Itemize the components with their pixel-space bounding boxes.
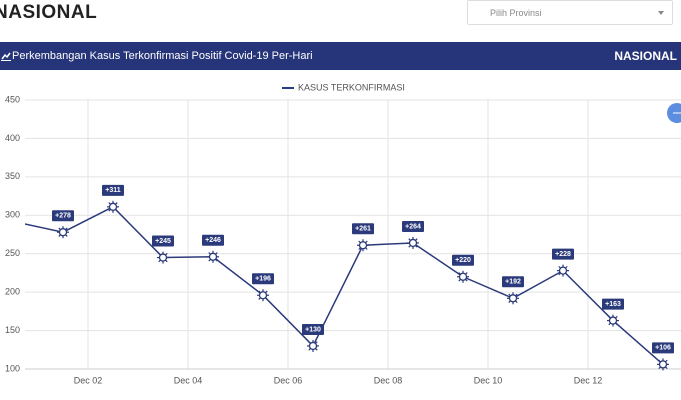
point-marker	[107, 200, 119, 213]
page-title: NASIONAL	[0, 2, 98, 23]
value-label-box	[552, 248, 574, 260]
panel-header: Perkembangan Kasus Terkonfirmasi Positif…	[0, 42, 681, 70]
y-tick-label: 400	[5, 133, 20, 143]
x-tick-label: Dec 12	[574, 375, 603, 385]
value-label: +192	[505, 279, 521, 286]
point-marker	[407, 236, 419, 249]
marker-core	[208, 252, 218, 261]
marker-core	[458, 272, 468, 281]
marker-spike	[9, 221, 13, 225]
marker-core	[158, 253, 168, 262]
y-tick-label: 350	[5, 171, 20, 181]
value-label: +130	[305, 326, 321, 333]
point-marker	[57, 226, 69, 239]
x-tick-label: Dec 08	[374, 375, 403, 385]
value-label-box	[252, 273, 274, 285]
marker-core	[308, 341, 318, 351]
chart-icon	[1, 52, 11, 61]
value-label: +278	[55, 213, 71, 220]
y-tick-label: 150	[5, 325, 20, 335]
x-tick-label: Dec 04	[174, 375, 203, 385]
point-marker	[607, 314, 619, 327]
y-tick-label: 300	[5, 210, 20, 220]
marker-core	[258, 291, 268, 300]
marker-spike	[13, 221, 17, 225]
legend-label: KASUS TERKONFIRMASI	[298, 82, 405, 92]
value-label: +106	[655, 345, 671, 352]
value-label-box	[52, 210, 74, 222]
value-label: +196	[255, 276, 271, 283]
value-label-box	[652, 342, 674, 354]
point-marker	[157, 251, 169, 264]
value-label: +228	[555, 251, 571, 258]
marker-core	[608, 316, 618, 325]
plot-area: +278 +311 +245 +246 +196 +130 +261 +264 +220 +192…	[9, 184, 674, 371]
point-marker	[507, 292, 519, 305]
line	[25, 205, 664, 365]
marker-core	[658, 360, 668, 369]
value-label: +163	[605, 301, 621, 308]
marker-core	[558, 266, 568, 275]
value-label: +264	[405, 223, 421, 230]
point-marker	[357, 239, 369, 252]
marker-core	[408, 238, 418, 248]
value-label-box	[402, 220, 424, 232]
value-label-box	[302, 323, 324, 335]
value-label: +246	[205, 237, 221, 244]
value-label: +261	[355, 226, 371, 233]
marker-core	[358, 241, 368, 250]
point-marker	[657, 358, 669, 371]
value-label-box	[602, 298, 624, 310]
x-tick-label: Dec 06	[274, 375, 303, 385]
y-tick-label: 100	[5, 363, 20, 373]
value-label-box	[502, 276, 524, 288]
value-label: +220	[455, 257, 471, 264]
point-marker	[457, 270, 469, 283]
marker-core	[58, 228, 68, 237]
panel-region: NASIONAL	[614, 49, 677, 63]
point-marker	[307, 339, 319, 352]
x-tick-label: Dec 10	[474, 375, 503, 385]
value-label-box	[352, 223, 374, 235]
marker-core	[508, 294, 518, 303]
value-label-box	[452, 254, 474, 266]
y-tick-label: 250	[5, 248, 20, 258]
value-label: +311	[105, 187, 120, 194]
point-marker	[257, 289, 269, 302]
value-label: +245	[155, 238, 171, 245]
point-marker	[207, 250, 219, 263]
value-label-box	[102, 184, 124, 196]
point-marker	[557, 264, 569, 277]
value-label-box	[202, 234, 224, 246]
panel-title: Perkembangan Kasus Terkonfirmasi Positif…	[12, 50, 313, 62]
y-tick-label: 200	[5, 287, 20, 297]
province-select[interactable]: Pilih Provinsi	[467, 0, 673, 25]
marker-core	[108, 202, 118, 211]
value-label-box	[152, 235, 174, 247]
x-tick-label: Dec 02	[74, 375, 103, 385]
y-tick-label: 450	[5, 94, 20, 104]
